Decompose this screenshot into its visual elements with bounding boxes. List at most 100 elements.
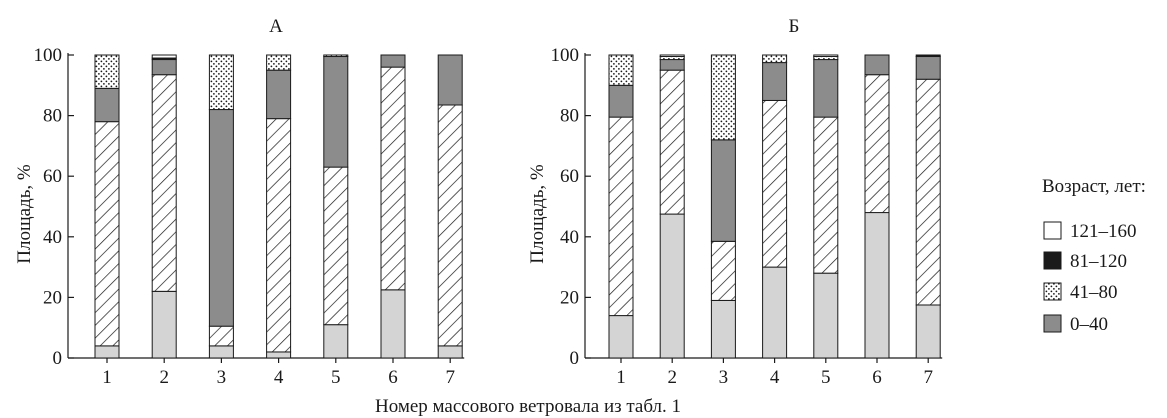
x-tick-label: 1 <box>616 367 626 388</box>
bar-segment-white <box>813 54 839 58</box>
x-tick-label: 4 <box>274 367 284 388</box>
bar-segment-hatch <box>151 74 177 292</box>
legend-title: Возраст, лет: <box>1042 176 1146 197</box>
x-tick-label: 2 <box>667 367 677 388</box>
bar-segment-white <box>151 54 177 59</box>
bar-segment-lightgray <box>94 345 120 359</box>
bar-segment-hatch <box>323 166 349 326</box>
bar-segment-hatch <box>437 104 463 347</box>
y-tick-label: 60 <box>43 166 62 187</box>
bar-segment-dots <box>762 54 788 64</box>
legend-item-81-120: 81–120 <box>1043 251 1127 272</box>
y-tick-label: 100 <box>551 45 580 66</box>
y-tick-label: 60 <box>560 166 579 187</box>
x-tick-label: 5 <box>821 367 831 388</box>
bar-segment-hatch <box>608 116 634 317</box>
bar-segment-hatch <box>380 66 406 291</box>
legend-label: 81–120 <box>1070 251 1127 272</box>
bar-segment-black <box>915 54 941 58</box>
x-tick-label: 3 <box>719 367 729 388</box>
y-tick-label: 80 <box>560 106 579 127</box>
legend-swatch-gray <box>1043 314 1062 333</box>
bar-segment-white <box>659 54 685 58</box>
legend-item-41-80: 41–80 <box>1043 282 1118 303</box>
bar-segment-dots <box>266 54 292 71</box>
bar-segment-gray <box>323 56 349 168</box>
bar-segment-dots <box>608 54 634 86</box>
y-tick-label: 0 <box>53 348 63 369</box>
x-tick-label: 3 <box>217 367 227 388</box>
bar-segment-lightgray <box>208 345 234 359</box>
bar-segment-hatch <box>266 118 292 353</box>
bar-segment-lightgray <box>915 304 941 359</box>
y-tick-label: 100 <box>34 45 63 66</box>
bar-segment-lightgray <box>437 345 463 359</box>
y-axis-label: Площадь, % <box>14 164 35 264</box>
x-tick-label: 7 <box>923 367 933 388</box>
x-tick-label: 6 <box>872 367 882 388</box>
x-axis-label: Номер массового ветровала из табл. 1 <box>375 396 681 417</box>
legend-swatch-white <box>1043 221 1062 240</box>
bar-segment-dots <box>94 54 120 89</box>
bar-segment-lightgray <box>323 324 349 359</box>
chart-panel-b: Б Площадь, % 0 20 40 60 80 100 1 2 3 4 5 6 7 <box>527 16 943 388</box>
bar-segment-gray <box>864 54 890 76</box>
bar-segment-lightgray <box>608 315 634 359</box>
bar-segment-gray <box>437 54 463 106</box>
bar-segment-hatch <box>762 99 788 268</box>
chart-panel-a: А Площадь, % 0 20 40 60 80 100 1 2 3 4 5 6 7 <box>14 16 465 388</box>
bar-segment-gray <box>380 54 406 68</box>
bar-segment-lightgray <box>380 289 406 359</box>
bar-segment-dots <box>710 54 736 141</box>
x-tick-label: 4 <box>770 367 780 388</box>
legend-item-121-160: 121–160 <box>1043 221 1137 242</box>
bar-segment-lightgray <box>659 213 685 359</box>
bar-segment-gray <box>94 87 120 123</box>
x-tick-label: 5 <box>331 367 341 388</box>
bar-segment-gray <box>813 59 839 118</box>
bar-segment-hatch <box>864 74 890 214</box>
bar-segment-lightgray <box>266 351 292 359</box>
bar-segment-hatch <box>208 325 234 347</box>
bar-segment-dots <box>208 54 234 111</box>
bar-segment-dots <box>323 54 349 58</box>
bar-segment-gray <box>659 59 685 71</box>
x-tick-label: 1 <box>102 367 112 388</box>
y-tick-label: 40 <box>560 227 579 248</box>
bar-segment-gray <box>915 56 941 80</box>
chart-title: Б <box>789 16 800 37</box>
bar-segment-lightgray <box>710 299 736 359</box>
y-axis-label: Площадь, % <box>527 164 548 264</box>
bar-segment-lightgray <box>762 266 788 359</box>
bar-segment-hatch <box>659 69 685 215</box>
legend-label: 0–40 <box>1070 314 1108 335</box>
bar-segment-gray <box>762 62 788 101</box>
legend-label: 41–80 <box>1070 282 1118 303</box>
bar-segment-hatch <box>813 116 839 274</box>
legend-label: 121–160 <box>1070 221 1137 242</box>
x-tick-label: 7 <box>445 367 455 388</box>
chart-title: А <box>269 16 283 37</box>
bar-segment-gray <box>266 69 292 120</box>
legend-swatch-dots <box>1043 282 1062 301</box>
y-tick-label: 40 <box>43 227 62 248</box>
bar-segment-lightgray <box>813 272 839 359</box>
bar-segment-hatch <box>915 78 941 306</box>
bar-segment-lightgray <box>151 290 177 359</box>
x-tick-label: 6 <box>388 367 398 388</box>
bar-segment-gray <box>710 139 736 242</box>
bar-segment-hatch <box>94 121 120 347</box>
x-tick-label: 2 <box>159 367 169 388</box>
legend-swatch-black <box>1043 251 1062 270</box>
legend: Возраст, лет: 121–160 81–120 41–80 0–40 <box>1042 176 1146 335</box>
y-tick-label: 20 <box>560 287 579 308</box>
y-tick-label: 80 <box>43 106 62 127</box>
y-tick-label: 20 <box>43 287 62 308</box>
bar-segment-lightgray <box>864 212 890 359</box>
bar-segment-gray <box>208 109 234 327</box>
bar-segment-hatch <box>710 240 736 301</box>
y-tick-label: 0 <box>570 348 580 369</box>
bar-segment-gray <box>151 59 177 76</box>
bar-segment-gray <box>608 84 634 118</box>
